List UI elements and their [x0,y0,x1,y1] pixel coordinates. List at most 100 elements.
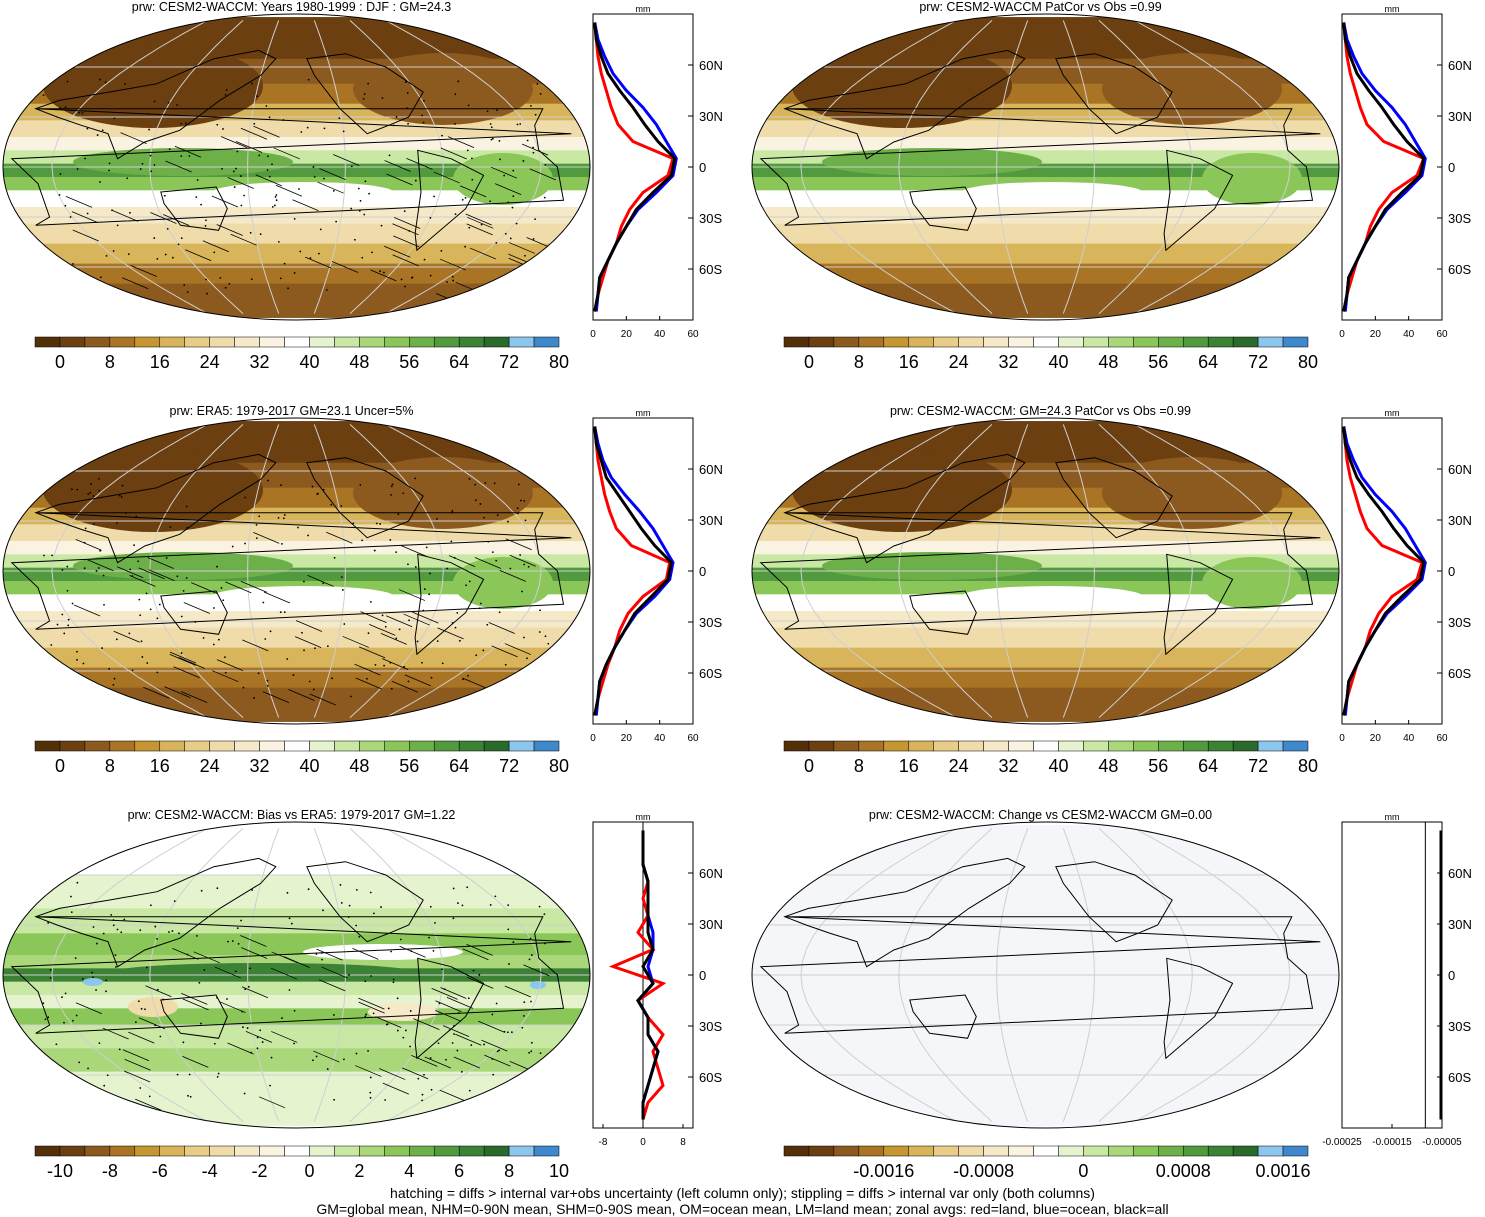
stipple-dot [391,483,394,486]
stipple-dot [67,618,70,621]
graticule-lon [996,20,1029,314]
map-band [3,610,590,629]
graticule-lon [1062,20,1095,314]
stipple-dot [369,891,372,894]
profile-y-tick-label: 30N [1448,917,1472,932]
stipple-dot [353,238,356,241]
stipple-dot [489,123,492,125]
graticule-lon [1134,827,1291,1123]
stipple-dot [475,654,478,657]
profile-y-tick-label: 30S [699,1019,722,1034]
stipple-dot [66,589,69,592]
stipple-dot [489,200,492,203]
profile-series-all [1342,426,1426,716]
stipple-dot [312,1059,314,1062]
map-band [3,875,590,910]
colorbar-swatch [508,336,535,348]
stipple-dot [180,155,183,158]
stipple-dot [454,93,457,96]
stipple-dot [443,988,446,990]
coastline [160,590,228,635]
hatch-mark [183,602,210,614]
stipple-dot [515,222,518,225]
stipple-dot [475,499,477,502]
stipple-dot [493,1099,496,1102]
map-band [752,206,1339,225]
map-feature [73,552,293,580]
colorbar-tick-label: -8 [102,1161,118,1181]
stipple-dot [243,194,246,197]
hatch-mark [181,993,208,1005]
stipple-dot [321,958,323,961]
colorbar-swatch [1083,740,1109,752]
stipple-dot [539,92,542,95]
hatch-mark [138,1017,166,1030]
stipple-dot [392,981,395,984]
map-band [752,137,1339,152]
map-band [3,825,590,877]
stipple-dot [61,996,63,999]
map-feature [453,557,553,609]
stipple-dot [126,177,129,180]
hatch-mark [292,199,319,212]
stipple-dot [82,662,85,665]
colorbar-tick-label: 80 [1298,352,1318,372]
stipple-dot [522,1014,525,1017]
stipple-dot [139,1087,142,1089]
colorbar-swatch [883,1145,910,1157]
graticule-lon [385,423,542,719]
stipple-dot [314,647,316,650]
stipple-dot [379,523,382,525]
hatch-mark [333,154,360,166]
profile-y-tick-label: 30S [699,615,722,630]
colorbar-tick-label: -6 [152,1161,168,1181]
stipple-dot [212,643,215,646]
map-feature [1102,457,1282,529]
stipple-dot [76,168,79,170]
colorbar-tick-label: 24 [200,756,220,776]
stipple-dot [457,902,459,904]
hatch-mark [393,235,420,248]
map-band [752,610,1339,629]
stipple-dot [139,929,142,932]
profile-y-tick-label: 0 [1448,160,1455,175]
stipple-dot [194,621,197,623]
stipple-dot [298,188,300,190]
graticule-lon [1134,19,1291,315]
colorbar-swatch [59,336,86,348]
stipple-dot [202,637,205,639]
stipple-dot [259,233,262,236]
hatch-mark [240,935,267,947]
stipple-dot [99,549,101,552]
hatch-mark [379,1068,406,1080]
graticule-lon [349,20,444,314]
stipple-dot [350,165,353,168]
stipple-dot [187,1094,189,1097]
stipple-dot [441,968,444,971]
colorbar-tick-label: 40 [1048,352,1068,372]
stipple-dot [78,111,81,114]
hatch-mark [437,627,464,640]
stipple-dot [539,1052,542,1054]
stipple-dot [499,158,501,161]
colorbar-swatch [1083,1145,1109,1157]
colorbar-swatch [1058,1145,1084,1157]
stipple-dot [483,516,485,519]
map-feature [83,978,103,986]
hatch-mark [70,680,98,693]
coastline [160,186,228,231]
profile-y-tick-label: 30S [1448,211,1471,226]
stipple-dot [470,1044,473,1047]
stipple-dot [51,262,54,265]
stipple-dot [97,567,100,569]
stipple-dot [530,1041,533,1044]
stipple-dot [339,884,342,886]
stipple-dot [178,932,180,935]
colorbar-tick-label: 8 [105,756,115,776]
stipple-dot [407,563,409,566]
stipple-dot [362,97,365,100]
stipple-dot [318,252,320,255]
stipple-dot [270,1056,273,1059]
stipple-dot [225,89,228,91]
stipple-dot [98,78,101,81]
